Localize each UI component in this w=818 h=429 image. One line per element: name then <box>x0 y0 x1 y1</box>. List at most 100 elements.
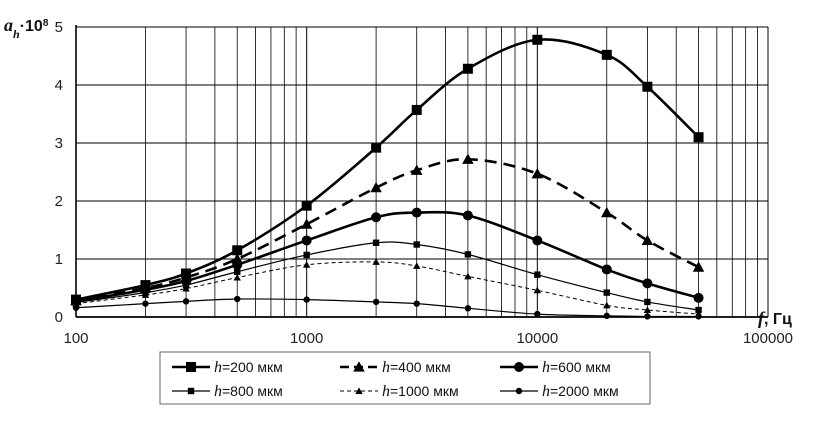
series-point <box>302 261 311 268</box>
series-4 <box>72 239 702 314</box>
y-tick-label: 5 <box>55 19 63 36</box>
series-point <box>411 207 422 218</box>
series-point <box>300 218 313 229</box>
y-tick-label: 2 <box>55 193 63 210</box>
chart-tick-labels: 0 1 2 3 4 5 100 1000 10000 100000 <box>55 19 793 347</box>
x-tick-label: 100 <box>63 330 88 347</box>
x-tick-label: 10000 <box>516 330 558 347</box>
legend-entry: h=200 мкм <box>172 359 283 376</box>
series-point <box>232 259 243 270</box>
legend-label: h=200 мкм <box>214 359 283 376</box>
series-point <box>372 298 380 306</box>
legend-label: h=2000 мкм <box>542 383 619 400</box>
series-point <box>695 313 702 320</box>
series-point <box>182 284 190 292</box>
legend-swatch-marker <box>515 387 523 395</box>
series-point <box>371 142 382 153</box>
series-point <box>603 312 610 320</box>
x-axis-label: f, Гц <box>758 308 792 328</box>
legend-entry: h=2000 мкм <box>500 383 619 400</box>
series-point <box>695 306 702 314</box>
series-point <box>532 235 543 246</box>
legend-label: h=400 мкм <box>382 359 451 376</box>
series-point <box>641 234 654 246</box>
series-point <box>413 241 420 248</box>
series-point <box>301 235 312 246</box>
series-point <box>410 164 423 175</box>
legend-swatch-marker <box>186 362 196 372</box>
series-point <box>72 304 80 311</box>
legend-entry: h=600 мкм <box>500 359 611 376</box>
legend-label: h=1000 мкм <box>382 383 459 400</box>
series-point <box>642 81 653 92</box>
series-2 <box>70 153 705 306</box>
series-point <box>533 286 542 294</box>
series-point <box>371 212 382 223</box>
legend-swatch-marker <box>187 387 195 395</box>
series-point <box>601 264 612 275</box>
series-point <box>531 167 544 179</box>
chart-grid <box>75 26 769 318</box>
series-line <box>75 241 699 311</box>
x-tick-label: 1000 <box>290 330 323 347</box>
series-point <box>462 153 474 164</box>
y-tick-label: 1 <box>55 251 63 268</box>
series-point <box>370 181 382 193</box>
series-point <box>534 271 541 278</box>
series-point <box>642 278 653 289</box>
series-point <box>644 298 651 306</box>
series-point <box>532 34 543 45</box>
y-axis-label: ah·108 <box>4 15 49 41</box>
series-point <box>464 251 472 258</box>
series-point <box>372 258 380 265</box>
series-point <box>534 310 541 318</box>
y-tick-label: 4 <box>55 77 63 94</box>
series-1 <box>71 34 704 305</box>
series-point <box>303 251 310 259</box>
series-point <box>462 210 473 221</box>
series-point <box>692 261 705 272</box>
series-point <box>141 291 150 298</box>
legend-swatch-marker <box>353 361 365 372</box>
legend-entry: h=1000 мкм <box>340 383 459 400</box>
series-point <box>464 305 472 312</box>
series-line <box>75 261 699 315</box>
series-6 <box>72 295 702 320</box>
series-point <box>142 300 149 307</box>
series-point <box>643 306 652 313</box>
legend-box <box>159 351 651 405</box>
series-point <box>603 289 610 296</box>
chart-axes <box>75 25 768 318</box>
series-point <box>372 239 380 246</box>
series-point <box>301 200 312 211</box>
series-point <box>303 296 310 303</box>
series-point <box>413 262 421 269</box>
series-point <box>182 298 190 305</box>
series-point <box>234 295 241 303</box>
series-point <box>234 268 241 275</box>
y-tick-label: 0 <box>55 309 63 326</box>
series-point <box>693 132 704 143</box>
series-point <box>72 299 80 307</box>
legend-label: h=600 мкм <box>542 359 611 376</box>
series-point <box>411 104 422 115</box>
series-point <box>232 245 243 256</box>
series-point <box>462 63 473 74</box>
legend-entry: h=800 мкм <box>172 383 283 400</box>
legend-swatch-marker <box>355 387 363 394</box>
series-point <box>644 313 651 320</box>
chart-series <box>70 34 705 320</box>
chart-legend: h=200 мкм h=400 мкм h=600 мкм h=800 мкм h=10… <box>159 351 651 405</box>
y-tick-label: 3 <box>55 135 63 152</box>
series-point <box>413 300 420 307</box>
series-point <box>233 273 241 281</box>
legend-entry: h=400 мкм <box>340 359 451 376</box>
series-point <box>601 49 612 60</box>
series-point <box>603 301 611 309</box>
legend-swatch-marker <box>514 362 524 372</box>
x-tick-label: 100000 <box>743 330 793 347</box>
series-line <box>75 38 700 301</box>
series-point <box>601 206 613 218</box>
series-point <box>693 292 704 303</box>
